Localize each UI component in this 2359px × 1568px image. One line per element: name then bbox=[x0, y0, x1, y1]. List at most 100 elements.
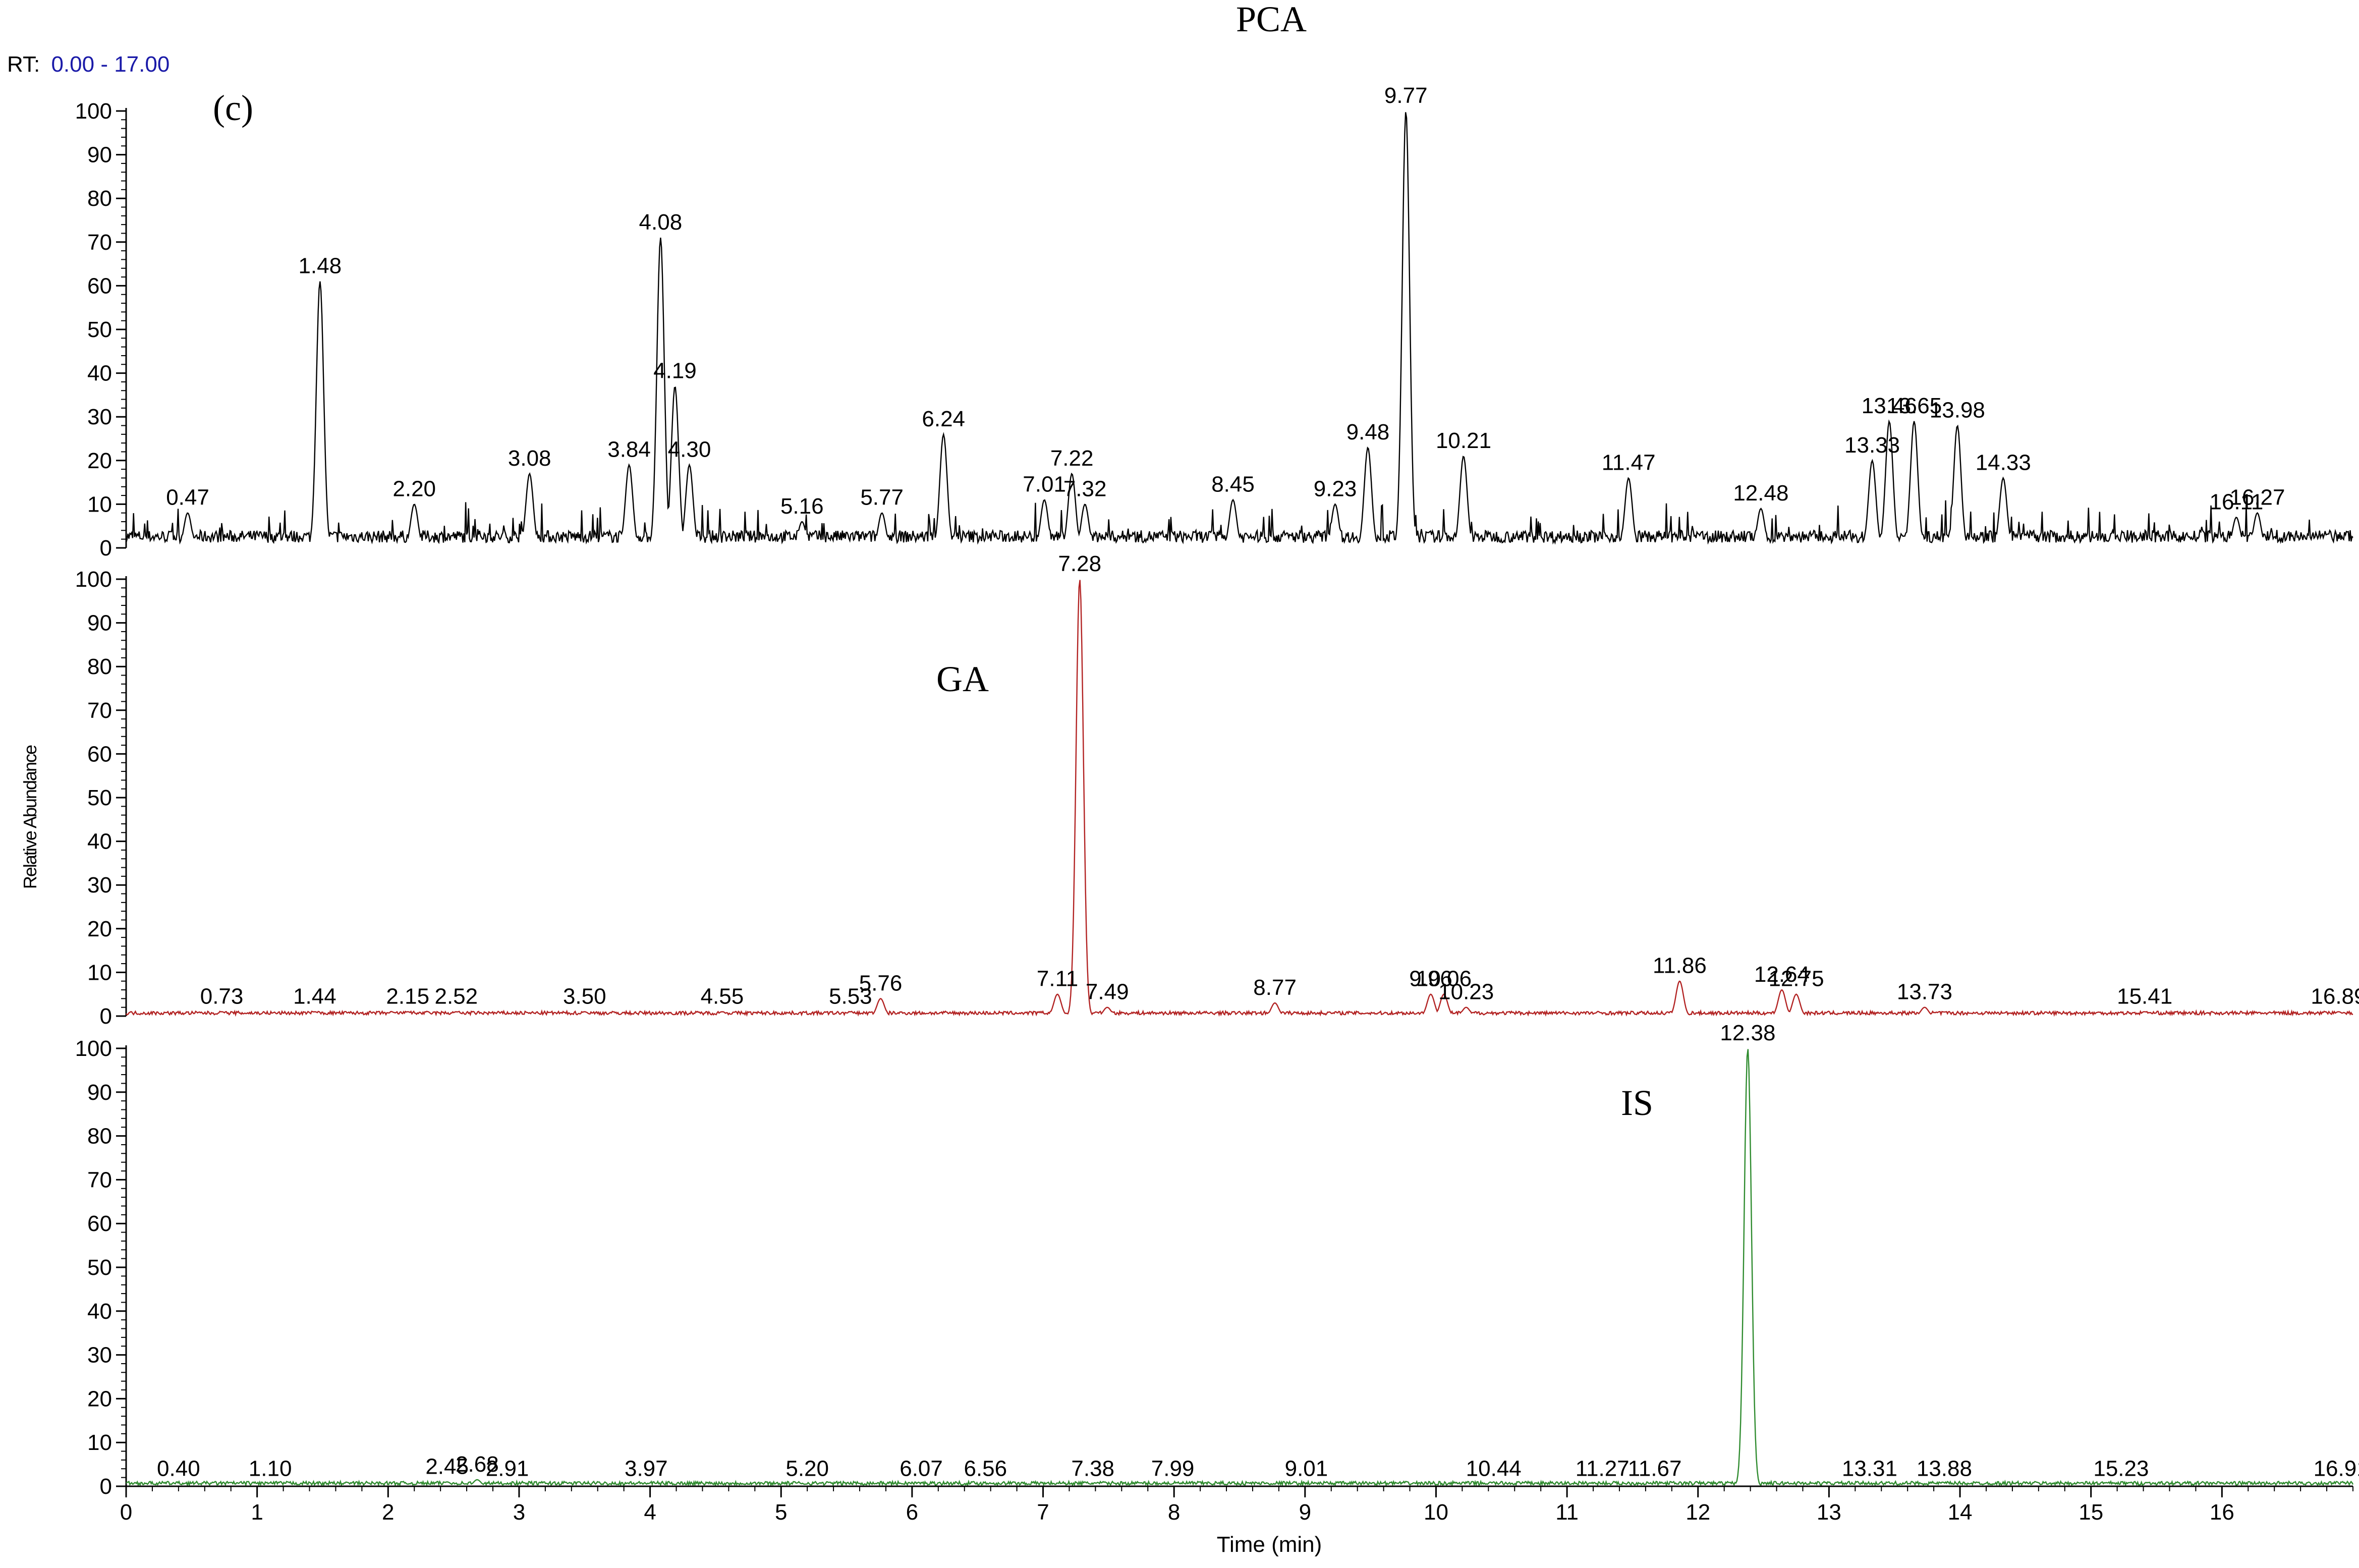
peak-label: 12.38 bbox=[1720, 1021, 1775, 1045]
y-tick-label: 50 bbox=[87, 1255, 112, 1280]
panel-tag: (c) bbox=[213, 88, 253, 128]
x-tick-label: 10 bbox=[1424, 1500, 1448, 1525]
peak-label: 11.67 bbox=[1628, 1457, 1682, 1481]
peak-label: 1.44 bbox=[293, 984, 336, 1009]
peak-label: 0.40 bbox=[157, 1457, 200, 1481]
peak-label: 7.99 bbox=[1151, 1457, 1195, 1481]
y-tick-label: 10 bbox=[87, 492, 112, 517]
peak-label: 6.24 bbox=[922, 407, 965, 431]
x-axis: 0 1 2 3 4 5 6 7 8 9 10 11 12 13 14 15 16 bbox=[120, 1485, 2353, 1525]
peak-label: 7.32 bbox=[1063, 476, 1107, 501]
y-tick-label: 70 bbox=[87, 1167, 112, 1192]
peak-label: 1.10 bbox=[249, 1457, 292, 1481]
peak-label: 15.41 bbox=[2117, 984, 2172, 1009]
peak-label: 8.45 bbox=[1211, 472, 1255, 497]
peak-label: 16.91 bbox=[2314, 1457, 2359, 1481]
x-tick-label: 15 bbox=[2079, 1500, 2103, 1525]
peak-label: 7.49 bbox=[1086, 980, 1129, 1004]
y-tick-label: 80 bbox=[87, 654, 112, 679]
peak-label: 4.30 bbox=[668, 437, 711, 462]
x-tick-label: 9 bbox=[1299, 1500, 1311, 1525]
y-tick-label: 10 bbox=[87, 960, 112, 985]
x-tick-label: 6 bbox=[906, 1500, 918, 1525]
peak-label: 13.31 bbox=[1842, 1457, 1897, 1481]
peak-label: 2.20 bbox=[392, 476, 436, 501]
x-tick-label: 13 bbox=[1817, 1500, 1841, 1525]
y-tick-label: 100 bbox=[75, 1036, 112, 1061]
x-tick-label: 16 bbox=[2210, 1500, 2234, 1525]
y-tick-label: 20 bbox=[87, 917, 112, 941]
panel-title: GA bbox=[936, 659, 989, 699]
y-tick-label: 30 bbox=[87, 873, 112, 898]
x-tick-label: 12 bbox=[1686, 1500, 1710, 1525]
y-axis-label: Relative Abundance bbox=[20, 745, 40, 889]
y-tick-label: 60 bbox=[87, 273, 112, 298]
x-tick-label: 0 bbox=[120, 1500, 132, 1525]
y-tick-label: 60 bbox=[87, 742, 112, 766]
peak-label: 12.64 bbox=[1754, 962, 1810, 987]
peak-label: 7.28 bbox=[1058, 551, 1101, 576]
peak-label: 15.23 bbox=[2093, 1457, 2149, 1481]
peak-label: 5.16 bbox=[780, 494, 824, 519]
x-tick-label: 8 bbox=[1168, 1500, 1180, 1525]
y-tick-label: 80 bbox=[87, 1124, 112, 1149]
y-tick-label: 50 bbox=[87, 786, 112, 810]
peak-label: 8.77 bbox=[1253, 975, 1297, 1000]
peak-label: 13.65 bbox=[1886, 394, 1942, 418]
peak-label: 5.77 bbox=[860, 485, 904, 510]
x-tick-label: 5 bbox=[775, 1500, 787, 1525]
peak-label: 7.11 bbox=[1037, 967, 1078, 991]
trace-ga bbox=[126, 580, 2353, 1017]
peak-label: 4.55 bbox=[701, 984, 744, 1009]
rt-label: RT: bbox=[7, 52, 40, 77]
y-tick-label: 0 bbox=[100, 1004, 112, 1029]
peak-label: 16.11 bbox=[2209, 489, 2263, 514]
trace-pca bbox=[125, 112, 2353, 545]
y-tick-label: 10 bbox=[87, 1430, 112, 1455]
peak-label: 1.48 bbox=[298, 254, 342, 278]
peak-label: 5.76 bbox=[859, 971, 903, 995]
peak-label: 2.91 bbox=[486, 1457, 529, 1481]
y-tick-label: 20 bbox=[87, 449, 112, 473]
y-tick-label: 60 bbox=[87, 1211, 112, 1236]
peak-label: 11.27 bbox=[1576, 1457, 1630, 1481]
peak-label: 13.88 bbox=[1917, 1457, 1972, 1481]
y-tick-label: 100 bbox=[75, 567, 112, 592]
peak-label: 12.48 bbox=[1733, 481, 1788, 506]
panel-is: 0 10 20 30 40 50 60 70 80 90 100 0.40 1.10 2.452.682.… bbox=[75, 1021, 2359, 1499]
peak-label: 3.84 bbox=[607, 437, 651, 462]
peak-label: 10.06 bbox=[1416, 967, 1472, 991]
y-tick-label: 90 bbox=[87, 1080, 112, 1105]
trace-is bbox=[126, 1049, 2354, 1487]
peak-label: 10.21 bbox=[1436, 428, 1491, 453]
peak-label: 16.89 bbox=[2311, 984, 2359, 1009]
x-tick-label: 3 bbox=[513, 1500, 525, 1525]
peak-label: 7.38 bbox=[1071, 1457, 1114, 1481]
peak-label: 3.50 bbox=[563, 984, 606, 1009]
y-tick-label: 0 bbox=[100, 1474, 112, 1499]
peak-label: 11.47 bbox=[1602, 450, 1656, 475]
peak-label: 13.98 bbox=[1930, 398, 1985, 423]
x-tick-label: 11 bbox=[1555, 1500, 1579, 1525]
y-tick-label: 100 bbox=[75, 99, 112, 124]
peak-label: 14.33 bbox=[1976, 450, 2031, 475]
peak-label: 9.77 bbox=[1384, 83, 1428, 108]
peak-label: 11.86 bbox=[1653, 954, 1707, 978]
y-tick-label: 70 bbox=[87, 230, 112, 255]
x-axis-label: Time (min) bbox=[1217, 1532, 1322, 1557]
rt-range-value: 0.00 - 17.00 bbox=[51, 52, 170, 77]
peak-label: 0.47 bbox=[166, 485, 209, 510]
y-tick-label: 20 bbox=[87, 1386, 112, 1411]
rt-range-label: RT: 0.00 - 17.00 bbox=[7, 52, 170, 77]
y-tick-label: 90 bbox=[87, 611, 112, 636]
y-tick-label: 80 bbox=[87, 186, 112, 211]
y-tick-label: 30 bbox=[87, 405, 112, 429]
x-tick-label: 4 bbox=[644, 1500, 656, 1525]
y-tick-label: 40 bbox=[87, 1299, 112, 1324]
peak-label: 5.20 bbox=[785, 1457, 829, 1481]
peak-label: 2.68 bbox=[456, 1452, 499, 1477]
peak-label: 6.07 bbox=[900, 1457, 943, 1481]
y-tick-label: 30 bbox=[87, 1343, 112, 1368]
